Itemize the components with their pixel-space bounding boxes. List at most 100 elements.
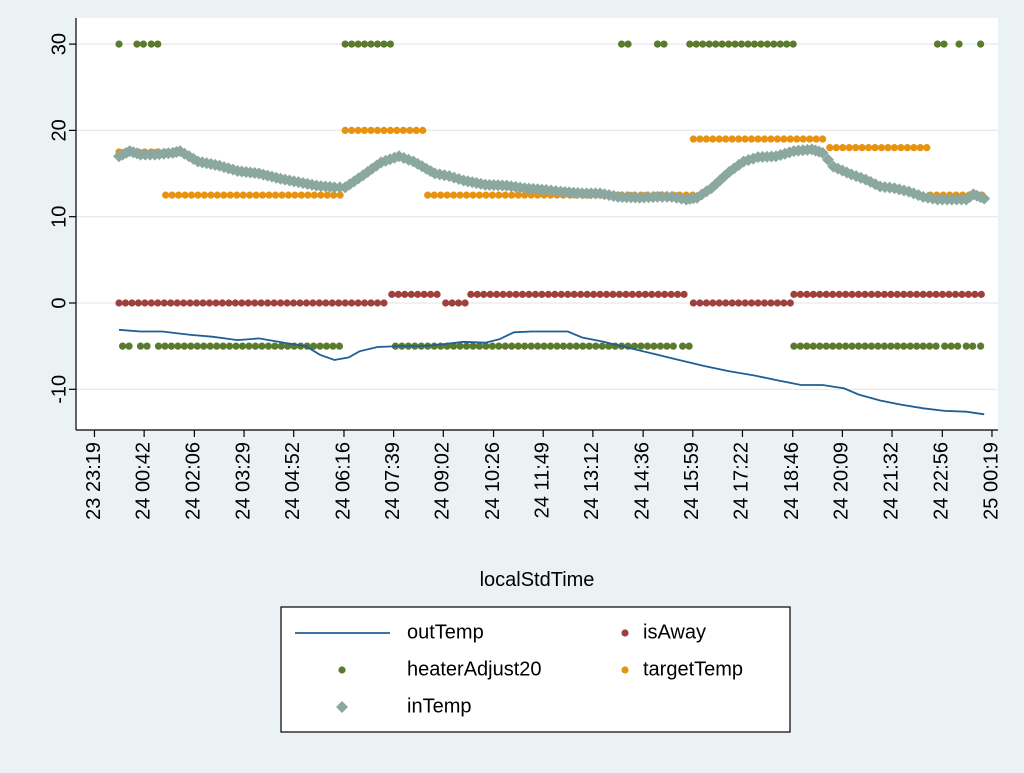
targettemp-point [252,191,260,199]
targettemp-point [689,135,698,143]
isaway-point [822,290,830,298]
isaway-point [173,299,181,307]
targettemp-point [852,144,860,152]
isaway-point [722,299,730,307]
targettemp-point [168,191,176,199]
heateradjust20-point [174,342,182,350]
isaway-point [264,299,272,307]
x-tick-label: 24 11:49 [532,442,554,518]
isaway-point [809,290,817,298]
heateradjust20-point [125,342,133,350]
heateradjust20-point [783,40,791,48]
isaway-point [251,299,259,307]
targettemp-point [786,135,794,143]
heateradjust20-point [731,40,739,48]
isaway-point [696,299,704,307]
isaway-point [360,299,369,307]
isaway-point [551,290,559,298]
heateradjust20-point [322,342,331,350]
y-tick-label: 30 [48,33,70,55]
isaway-point [848,290,856,298]
targettemp-point [380,126,388,134]
isaway-point [628,290,636,298]
heateradjust20-point [803,342,811,350]
isaway-point [192,299,201,307]
heateradjust20-point [744,40,752,48]
heateradjust20-point [718,40,726,48]
heateradjust20-point [143,342,151,350]
heateradjust20-point [919,342,927,350]
heateradjust20-point [553,342,561,350]
targettemp-point [767,135,775,143]
heateradjust20-point [712,40,720,48]
heateradjust20-point [154,40,162,48]
heateradjust20-point [679,342,687,350]
isaway-point [461,299,469,307]
targettemp-point [412,126,420,134]
legend-item: outTemp [295,621,484,643]
isaway-point [661,290,669,298]
legend-dot-swatch [621,666,629,674]
isaway-point [803,290,811,298]
isaway-point [322,299,330,307]
isaway-point [141,299,149,307]
heateradjust20-point [822,342,830,350]
targettemp-point [284,191,293,199]
targettemp-point [360,126,369,134]
x-tick-label: 24 03:29 [232,442,254,520]
heateradjust20-point [757,40,765,48]
heateradjust20-point [386,40,395,48]
heateradjust20-point [118,342,127,350]
targettemp-point [239,191,247,199]
heateradjust20-point [167,342,176,350]
targettemp-point [419,126,427,134]
isaway-point [538,290,546,298]
heateradjust20-point [341,40,349,48]
isaway-point [609,290,617,298]
heateradjust20-point [348,40,356,48]
isaway-point [225,299,233,307]
isaway-point [880,290,888,298]
targettemp-point [501,191,509,199]
heateradjust20-point [796,342,804,350]
heateradjust20-point [154,342,163,350]
isaway-point [796,290,804,298]
isaway-point [767,299,775,307]
targettemp-point [386,126,395,134]
targettemp-point [399,126,407,134]
heateradjust20-point [245,342,253,350]
isaway-point [218,299,226,307]
heateradjust20-point [161,342,169,350]
heateradjust20-point [367,40,375,48]
isaway-point [709,299,717,307]
isaway-point [167,299,175,307]
heateradjust20-point [462,342,471,350]
heateradjust20-point [686,40,694,48]
targettemp-point [367,126,375,134]
x-tick-label: 24 07:39 [382,442,404,520]
legend-dot-swatch [338,666,346,674]
intemp-point [816,146,829,159]
targettemp-point [819,135,827,143]
targettemp-point [449,191,458,199]
targettemp-point [181,191,189,199]
targettemp-point [812,135,820,143]
isaway-point [448,299,456,307]
heateradjust20-point [724,40,733,48]
isaway-point [570,290,578,298]
targettemp-point [910,144,918,152]
isaway-point [442,299,450,307]
heateradjust20-point [180,342,188,350]
isaway-point [414,290,422,298]
targettemp-point [508,191,516,199]
isaway-point [199,299,207,307]
targettemp-point [722,135,730,143]
targettemp-point [310,191,318,199]
isaway-point [455,299,463,307]
isaway-point [493,290,501,298]
x-tick-label: 24 22:56 [931,442,953,520]
heateradjust20-point [932,342,940,350]
targettemp-point [278,191,286,199]
targettemp-point [871,144,879,152]
heateradjust20-point [977,40,985,48]
